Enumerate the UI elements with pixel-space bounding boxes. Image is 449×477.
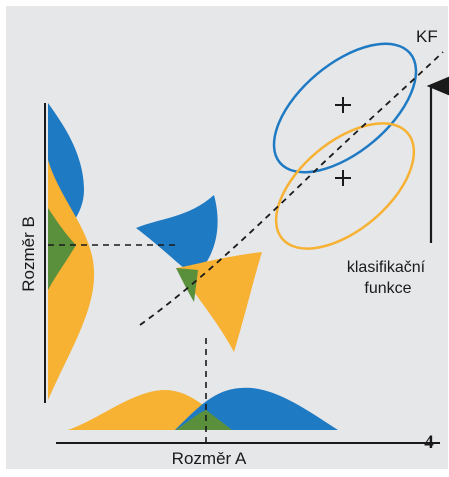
annotation-label-line1: klasifikační (347, 259, 426, 276)
centroid-markers (335, 97, 351, 186)
class-ellipses (272, 42, 418, 250)
x-axis-label: Rozměr A (172, 449, 247, 468)
figure-number: 4 (424, 432, 434, 453)
y-axis-label: Rozměr B (19, 216, 38, 292)
bottom-marginal-distributions (68, 387, 338, 430)
classification-function-line (139, 51, 444, 326)
projected-blue-distribution (136, 195, 218, 276)
annotation-label-line2: funkce (364, 280, 411, 297)
orange-centroid-plus (335, 170, 351, 186)
projected-overlap-region (176, 268, 198, 302)
blue-centroid-plus (335, 97, 351, 113)
blue-class-ellipse (272, 42, 418, 174)
left-overlap-region (48, 208, 76, 290)
left-orange-distribution (48, 160, 95, 400)
kf-label: KF (416, 27, 438, 46)
orange-class-ellipse (274, 122, 416, 250)
left-marginal-distributions (48, 103, 95, 400)
projected-distributions (136, 195, 262, 352)
projected-orange-distribution (176, 252, 262, 352)
bottom-overlap-region (176, 410, 232, 430)
